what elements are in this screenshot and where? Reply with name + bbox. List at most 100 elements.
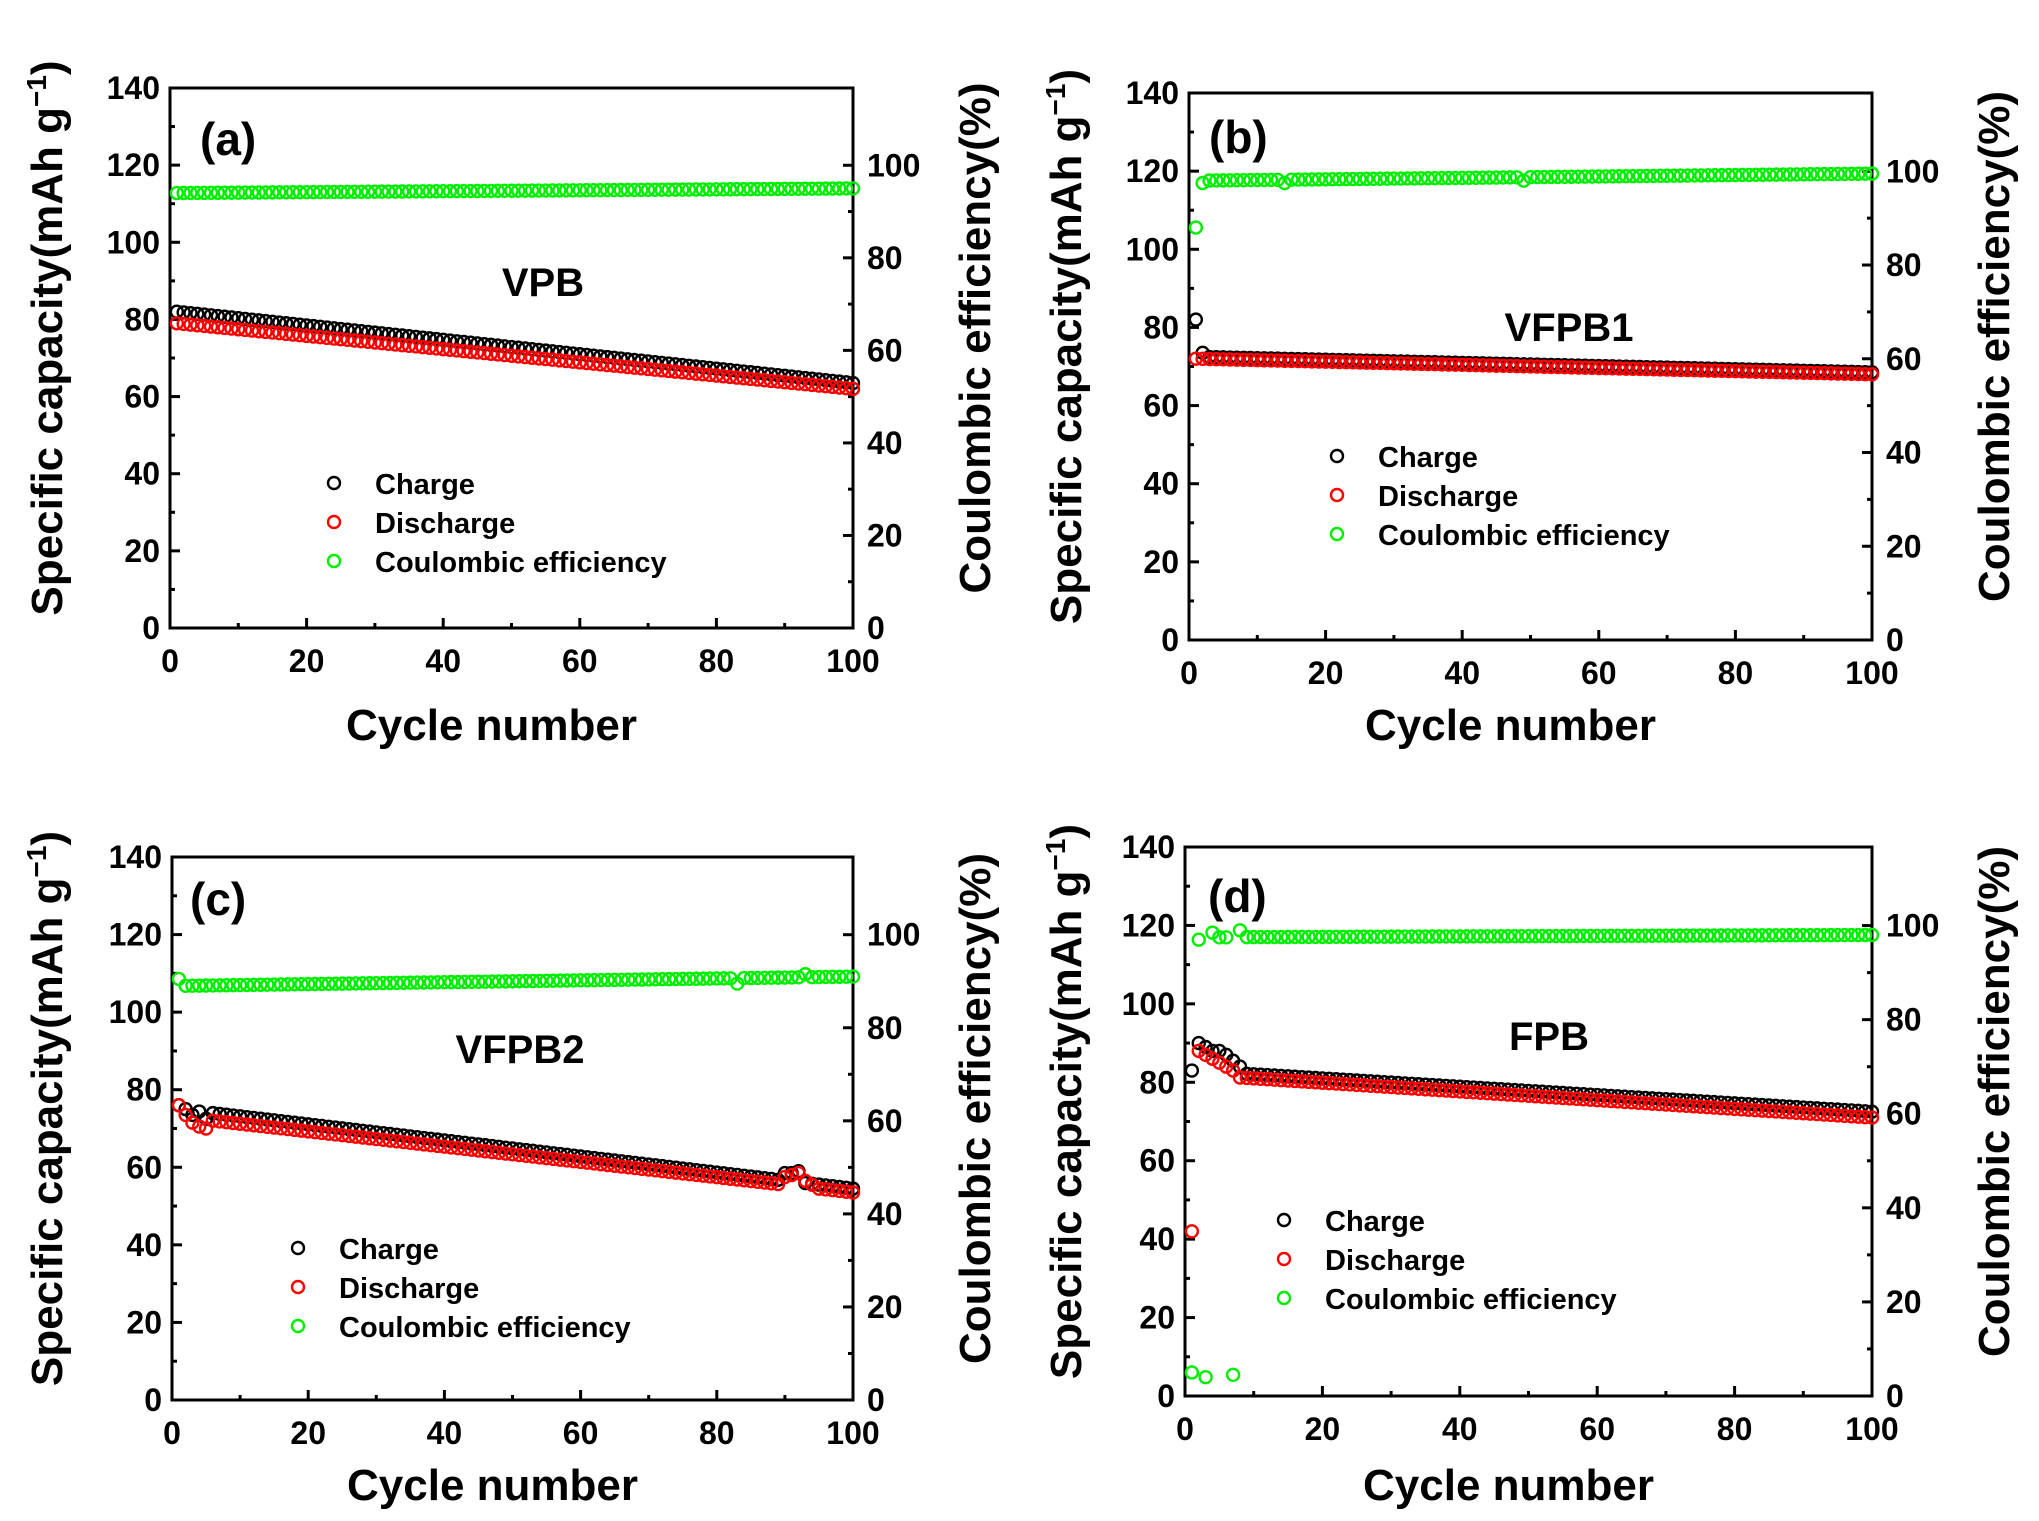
- point-d-coulombic-efficiency: [1507, 929, 1522, 944]
- point-a-coulombic-efficiency: [511, 183, 526, 198]
- point-c-coulombic-efficiency: [566, 973, 581, 988]
- y2-tick-label-b: 100: [1886, 153, 1939, 189]
- point-c-coulombic-efficiency: [396, 975, 411, 990]
- point-a-coulombic-efficiency: [688, 182, 704, 197]
- point-c-coulombic-efficiency: [634, 972, 650, 987]
- point-d-discharge: [1706, 1100, 1722, 1115]
- point-d-coulombic-efficiency: [1486, 929, 1502, 944]
- point-d-discharge: [1576, 1092, 1591, 1107]
- point-a-charge: [340, 322, 355, 337]
- point-d-discharge: [1445, 1083, 1461, 1099]
- point-d-coulombic-efficiency: [1644, 928, 1660, 943]
- point-b-discharge: [1530, 359, 1545, 374]
- point-c-coulombic-efficiency: [192, 978, 207, 993]
- point-d-coulombic-efficiency: [1782, 928, 1797, 943]
- y-tick-label-d: 100: [1122, 986, 1175, 1022]
- point-b-discharge: [1222, 352, 1238, 367]
- y2-tick-label-c: 100: [867, 917, 920, 953]
- point-c-coulombic-efficiency: [532, 973, 547, 989]
- point-a-coulombic-efficiency: [538, 183, 553, 198]
- point-b-coulombic-efficiency: [1461, 170, 1477, 186]
- sample-label-a: VPB: [502, 261, 584, 305]
- point-c-discharge: [314, 1125, 330, 1141]
- y-axis-title-c: Specific capacity(mAh g−1): [21, 831, 72, 1386]
- point-a-coulombic-efficiency: [702, 182, 717, 197]
- point-d-coulombic-efficiency: [1569, 928, 1584, 944]
- point-a-charge: [347, 323, 362, 338]
- point-c-coulombic-efficiency: [478, 974, 493, 989]
- point-d-discharge: [1418, 1082, 1433, 1097]
- point-a-charge: [333, 321, 348, 337]
- point-a-charge: [476, 336, 492, 352]
- point-c-coulombic-efficiency: [409, 975, 425, 990]
- point-d-coulombic-efficiency: [1411, 929, 1426, 944]
- point-a-discharge: [483, 346, 499, 361]
- point-a-coulombic-efficiency: [244, 185, 260, 200]
- point-b-discharge: [1543, 359, 1559, 375]
- point-a-coulombic-efficiency: [483, 183, 499, 199]
- point-a-discharge: [640, 361, 656, 377]
- point-c-discharge: [301, 1124, 316, 1139]
- point-a-coulombic-efficiency: [838, 181, 854, 196]
- point-c-discharge: [546, 1151, 561, 1167]
- point-b-discharge: [1366, 355, 1381, 370]
- point-d-discharge: [1328, 1076, 1344, 1091]
- point-b-discharge: [1434, 357, 1449, 372]
- point-a-coulombic-efficiency: [203, 185, 219, 201]
- point-a-discharge: [456, 343, 471, 359]
- point-a-coulombic-efficiency: [593, 182, 608, 198]
- point-d-coulombic-efficiency: [1287, 929, 1303, 945]
- point-a-coulombic-efficiency: [449, 183, 465, 199]
- point-c-coulombic-efficiency: [335, 976, 350, 991]
- point-c-discharge: [757, 1175, 772, 1190]
- point-a-coulombic-efficiency: [210, 185, 226, 200]
- point-c-coulombic-efficiency: [239, 977, 255, 993]
- point-a-coulombic-efficiency: [579, 183, 594, 198]
- y2-tick-label-c: 20: [867, 1289, 903, 1325]
- point-d-discharge: [1796, 1106, 1811, 1121]
- point-b-discharge: [1270, 353, 1285, 368]
- point-d-discharge: [1184, 1224, 1200, 1239]
- point-a-discharge: [210, 320, 226, 335]
- point-c-discharge: [845, 1185, 861, 1200]
- point-b-discharge: [1782, 365, 1798, 380]
- x-tick-label-c: 100: [826, 1415, 879, 1451]
- point-d-discharge: [1473, 1085, 1488, 1100]
- point-a-coulombic-efficiency: [258, 185, 273, 200]
- y2-tick-label-b: 40: [1886, 435, 1922, 471]
- point-c-discharge: [566, 1153, 581, 1169]
- point-c-discharge: [668, 1165, 684, 1180]
- point-c-discharge: [246, 1118, 261, 1133]
- point-a-discharge: [449, 343, 465, 358]
- point-a-coulombic-efficiency: [811, 181, 827, 196]
- point-c-coulombic-efficiency: [621, 972, 636, 987]
- point-d-coulombic-efficiency: [1383, 929, 1399, 944]
- point-a-coulombic-efficiency: [183, 185, 198, 201]
- y-tick-label-b: 100: [1126, 231, 1179, 267]
- point-a-coulombic-efficiency: [237, 185, 253, 200]
- point-d-coulombic-efficiency: [1727, 928, 1742, 943]
- point-d-coulombic-efficiency: [1658, 928, 1674, 943]
- point-a-discharge: [278, 326, 294, 342]
- point-a-coulombic-efficiency: [784, 181, 799, 197]
- panel-c: 0 20 40 60 80 100 0 20 40 60 80 100 120 140 0 20 40 60 80 1…: [0, 760, 1019, 1520]
- y-axis-title-close-b: ): [1042, 69, 1091, 84]
- point-b-coulombic-efficiency: [1618, 168, 1634, 184]
- point-a-coulombic-efficiency: [292, 184, 307, 200]
- point-b-coulombic-efficiency: [1195, 175, 1210, 191]
- x-axis-title-a: Cycle number: [346, 701, 637, 750]
- point-c-coulombic-efficiency: [369, 975, 384, 991]
- panel-b: 0 20 40 60 80 100 0 20 40 60 80 100 120 140 0 20 40 60 80 1…: [1019, 0, 2038, 760]
- point-b-discharge: [1830, 366, 1846, 381]
- point-b-coulombic-efficiency: [1700, 168, 1716, 183]
- point-a-discharge: [299, 328, 314, 344]
- point-c-coulombic-efficiency: [444, 974, 459, 990]
- point-b-coulombic-efficiency: [1407, 171, 1422, 186]
- y2-tick-label-a: 20: [867, 517, 903, 553]
- point-c-coulombic-efficiency: [212, 978, 227, 993]
- point-b-discharge: [1577, 360, 1593, 375]
- point-b-discharge: [1461, 357, 1477, 373]
- point-d-coulombic-efficiency: [1535, 928, 1550, 944]
- point-c-coulombic-efficiency: [328, 976, 343, 991]
- point-c-discharge: [464, 1142, 479, 1157]
